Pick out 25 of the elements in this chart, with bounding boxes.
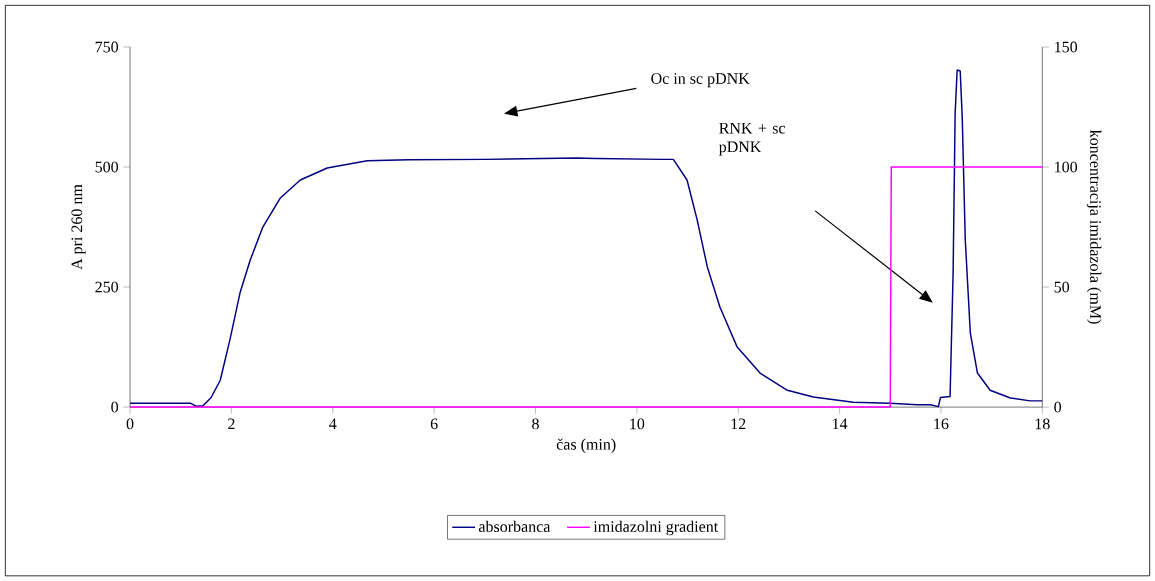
y-axis-title: A pri 260 nm: [71, 184, 86, 270]
x-tick-label: 6: [430, 418, 438, 430]
x-tick-label: 4: [329, 418, 337, 429]
y2-tick-label: 0: [1054, 401, 1062, 413]
annotation: Oc in sc pDNK: [651, 73, 750, 88]
annotation: RNK + sc pDNK: [718, 122, 786, 156]
y2-tick-label: 100: [1055, 161, 1078, 173]
x-tick-label: 2: [228, 418, 235, 430]
y2-tick-label: 150: [1055, 41, 1078, 53]
x-tick-label: 18: [1035, 418, 1050, 430]
y-tick-label: 0: [111, 401, 119, 413]
x-tick-label: 10: [630, 418, 645, 430]
x-axis-title: čas (min): [556, 438, 616, 453]
y-tick-label: 250: [95, 281, 119, 293]
x-tick-label: 12: [731, 418, 746, 430]
y2-axis-title: koncentracija imidazola (mM): [1086, 129, 1102, 324]
y-tick-label: 500: [95, 161, 119, 173]
x-tick-label: 16: [934, 418, 949, 430]
legend-label: imidazolni gradient: [593, 520, 719, 536]
x-tick-label: 14: [832, 418, 848, 429]
legend-label: absorbanca: [478, 520, 551, 532]
x-tick-label: 8: [532, 418, 539, 430]
y2-tick-label: 50: [1054, 281, 1070, 293]
y-tick-label: 750: [95, 41, 119, 53]
x-tick-label: 0: [126, 418, 134, 430]
